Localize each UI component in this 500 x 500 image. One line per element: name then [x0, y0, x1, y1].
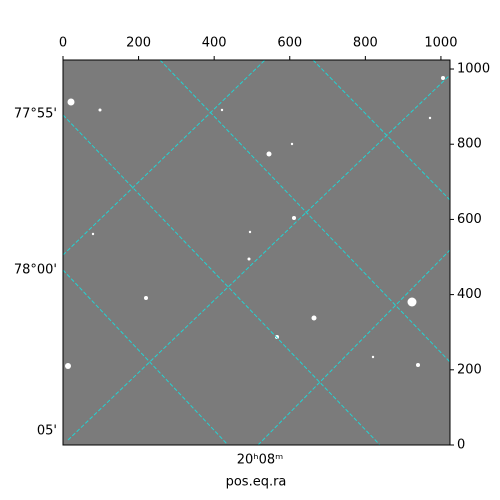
stars	[65, 76, 445, 369]
x-tick-label: 800	[353, 36, 378, 51]
y-tick-label: 1000	[457, 62, 490, 77]
y-tick-label: 0	[457, 438, 465, 453]
coordinate-grid	[62, 59, 451, 446]
x-tick-label: 200	[126, 36, 151, 51]
image	[63, 60, 450, 445]
y-tick-label: 200	[457, 362, 482, 377]
dec-tick-label: 77°55'	[14, 107, 57, 122]
x-tick-label: 600	[277, 36, 302, 51]
ra-tick-label: 20ʰ08ᵐ	[237, 453, 283, 468]
x-tick-label: 400	[202, 36, 227, 51]
x-axis-label: pos.eq.ra	[226, 475, 287, 490]
x-tick-label: 0	[59, 36, 67, 51]
y-tick-label: 600	[457, 212, 482, 227]
dec-tick-label: 78°00'	[14, 263, 57, 278]
y-tick-label: 800	[457, 137, 482, 152]
dec-tick-label: 05'	[37, 424, 57, 439]
y-tick-label: 400	[457, 287, 482, 302]
frame	[62, 59, 451, 446]
x-tick-label: 1000	[424, 36, 457, 51]
